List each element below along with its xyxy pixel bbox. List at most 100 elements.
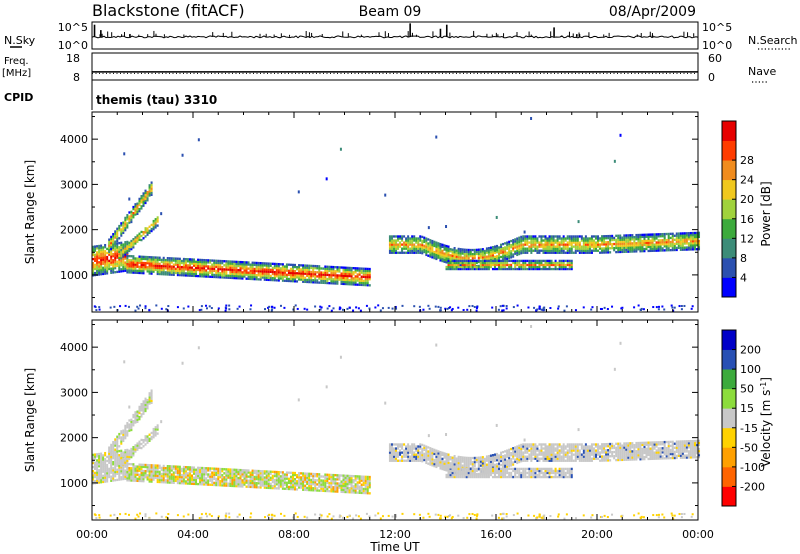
power-cell	[340, 272, 343, 275]
velocity-cell	[328, 489, 331, 493]
power-cell	[395, 241, 398, 244]
velocity-cell	[225, 472, 228, 475]
velocity-cell	[342, 478, 345, 481]
velocity-cell	[281, 473, 284, 476]
power-cell	[152, 262, 155, 265]
power-cell	[601, 241, 604, 244]
velocity-cell	[158, 472, 161, 476]
velocity-cell	[225, 478, 228, 481]
velocity-cell	[302, 484, 305, 487]
power-cell	[215, 263, 218, 267]
power-cell	[102, 260, 105, 263]
power-cell	[344, 276, 347, 280]
power-cell	[493, 257, 496, 261]
power-cell	[116, 244, 119, 247]
power-cell	[122, 267, 125, 271]
power-cell	[94, 255, 97, 258]
power-cell	[675, 238, 678, 241]
power-cell	[104, 272, 107, 275]
power-cell	[481, 265, 484, 269]
velocity-cell	[130, 422, 133, 426]
power-cell	[162, 256, 165, 260]
velocity-cell	[275, 472, 278, 476]
power-cell	[413, 249, 416, 252]
power-cell	[350, 273, 353, 276]
velocity-cell	[334, 488, 337, 491]
velocity-cell	[152, 470, 155, 473]
power-speckle	[540, 308, 543, 311]
velocity-cell	[298, 484, 301, 487]
power-cell	[281, 279, 284, 282]
velocity-cell	[190, 468, 193, 471]
velocity-cell	[116, 458, 119, 461]
power-cell	[201, 269, 204, 272]
power-speckle	[348, 306, 351, 309]
velocity-cell	[249, 483, 252, 487]
velocity-cell	[267, 476, 270, 479]
power-cell	[209, 259, 212, 262]
power-cell	[318, 271, 321, 274]
power-cell	[279, 275, 282, 278]
velocity-cell	[150, 401, 153, 405]
power-cell	[320, 271, 323, 274]
power-cell	[457, 257, 460, 261]
velocity-cell	[243, 473, 246, 476]
velocity-cell	[239, 483, 242, 486]
velocity-cell	[419, 457, 422, 460]
velocity-cell	[431, 447, 434, 451]
velocity-cell	[156, 426, 159, 429]
velocity-cell	[136, 473, 139, 476]
power-cell	[491, 263, 494, 267]
velocity-cell	[267, 470, 270, 473]
power-cell	[463, 263, 466, 267]
power-cell	[603, 251, 606, 254]
power-cell	[502, 263, 505, 267]
velocity-cell	[190, 470, 193, 473]
power-cell	[582, 251, 585, 254]
velocity-cell	[223, 484, 226, 487]
power-speckle	[200, 305, 203, 308]
velocity-cell	[429, 453, 432, 456]
power-cell	[114, 254, 117, 258]
power-cell	[520, 259, 523, 263]
power-cell	[114, 266, 117, 270]
power-cell	[558, 235, 561, 238]
power-cell	[239, 264, 242, 268]
velocity-cell	[152, 434, 155, 437]
velocity-cell	[439, 459, 442, 462]
velocity-cell	[180, 477, 183, 481]
power-speckle	[448, 307, 451, 310]
velocity-cell	[172, 473, 175, 476]
velocity-cell	[395, 443, 398, 446]
velocity-cell	[156, 480, 159, 484]
velocity-cell	[316, 483, 319, 486]
velocity-cell	[205, 479, 208, 482]
power-cell	[201, 275, 204, 278]
power-cell	[148, 231, 151, 235]
power-cell	[526, 247, 529, 250]
velocity-cell	[277, 475, 280, 478]
power-cell	[300, 278, 303, 281]
power-cell	[128, 215, 131, 218]
power-cell	[134, 263, 137, 266]
velocity-cell	[269, 478, 272, 482]
power-cell	[144, 231, 147, 234]
velocity-cell	[251, 483, 254, 487]
power-cell	[128, 269, 131, 272]
velocity-cell	[136, 467, 139, 470]
power-speckle	[279, 304, 282, 307]
power-cell	[132, 259, 135, 262]
power-cell	[356, 269, 359, 272]
power-cell	[530, 251, 533, 254]
power-cell	[130, 271, 133, 274]
power-cell	[498, 263, 501, 267]
power-cell	[120, 234, 123, 237]
velocity-cell	[433, 450, 436, 454]
velocity-cell	[215, 473, 218, 477]
velocity-cell	[342, 486, 345, 490]
power-cell	[498, 256, 501, 259]
power-cell	[463, 267, 466, 271]
velocity-cell	[395, 455, 398, 458]
velocity-cell	[201, 466, 204, 470]
power-cell	[508, 246, 511, 250]
